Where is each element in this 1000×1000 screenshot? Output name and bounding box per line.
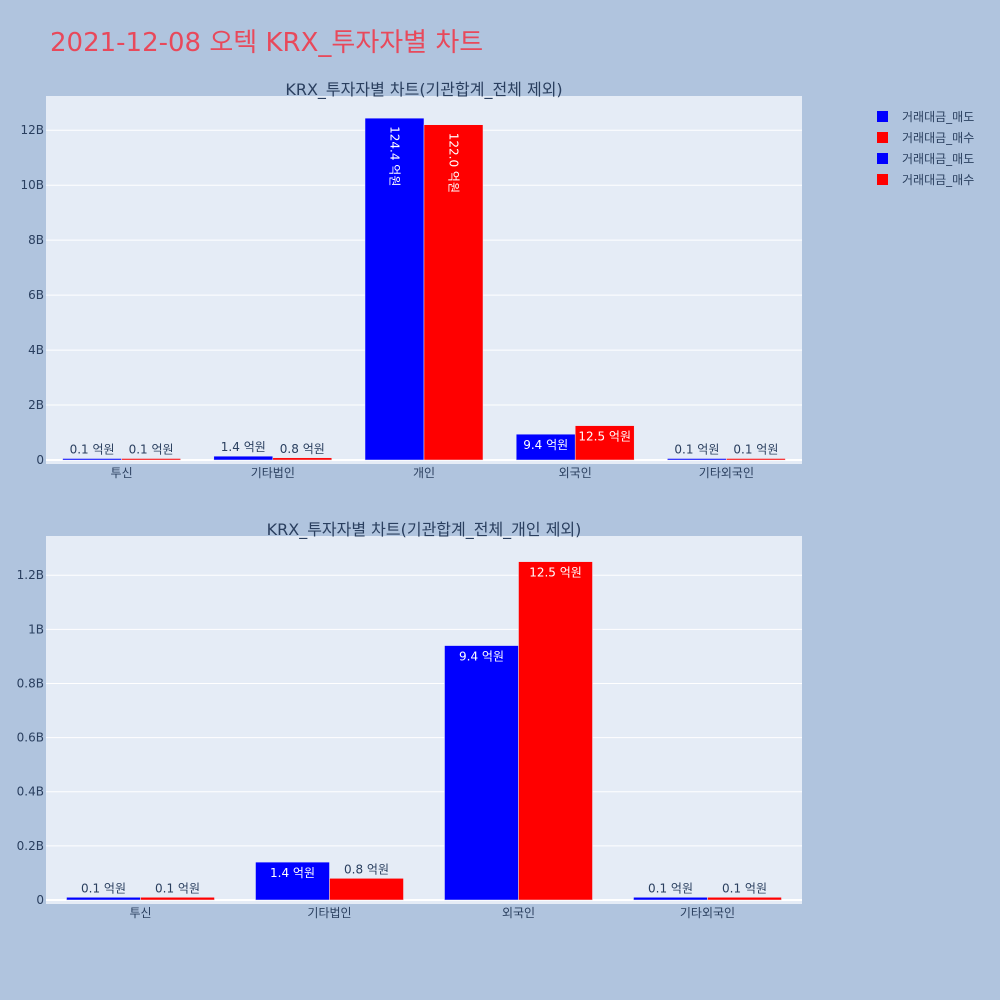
data-label: 0.1 억원 — [733, 443, 778, 457]
legend-item: 거래대금_매도 — [902, 110, 974, 124]
y-tick-label: 0.8B — [17, 676, 44, 690]
y-tick-label: 6B — [28, 288, 44, 302]
legend-swatch — [877, 132, 888, 143]
bar — [574, 425, 635, 461]
bar — [272, 457, 333, 461]
data-label: 0.1 억원 — [674, 443, 719, 457]
legend-item: 거래대금_매도 — [902, 152, 974, 166]
bar — [707, 897, 782, 901]
page-title: 2021-12-08 오텍 KRX_투자자별 차트 — [50, 28, 484, 58]
bar — [255, 861, 330, 901]
data-label: 0.8 억원 — [280, 442, 325, 456]
bar — [726, 458, 786, 461]
data-label: 122.0 억원 — [447, 133, 461, 193]
bar — [121, 458, 181, 461]
bar — [66, 897, 141, 901]
data-label: 0.1 억원 — [722, 881, 767, 895]
y-tick-label: 0 — [36, 453, 44, 467]
x-tick-label: 투신 — [129, 906, 151, 920]
x-tick-label: 기타법인 — [307, 906, 351, 920]
y-tick-label: 1.2B — [17, 568, 44, 582]
x-tick-label: 기타외국인 — [699, 466, 754, 480]
y-tick-label: 0.2B — [17, 839, 44, 853]
legend-swatch — [877, 111, 888, 122]
legend-swatch — [877, 153, 888, 164]
x-tick-label: 외국인 — [502, 906, 535, 920]
legend-item: 거래대금_매수 — [902, 173, 974, 187]
bar — [213, 455, 274, 461]
y-tick-label: 1B — [28, 622, 44, 636]
data-label: 12.5 억원 — [578, 430, 631, 444]
bar — [633, 897, 708, 901]
data-label: 0.1 억원 — [648, 881, 693, 895]
x-tick-label: 기타외국인 — [680, 906, 735, 920]
y-tick-label: 0.6B — [17, 731, 44, 745]
y-tick-label: 4B — [28, 343, 44, 357]
y-tick-label: 2B — [28, 398, 44, 412]
y-tick-label: 0.4B — [17, 785, 44, 799]
bar — [62, 458, 122, 461]
data-label: 0.8 억원 — [344, 862, 389, 876]
bar — [329, 878, 404, 901]
data-label: 0.1 억원 — [70, 443, 115, 457]
y-tick-label: 0 — [36, 893, 44, 907]
data-label: 0.1 억원 — [81, 881, 126, 895]
x-tick-label: 개인 — [413, 466, 435, 480]
data-label: 9.4 억원 — [523, 438, 568, 452]
plot-area — [46, 536, 802, 904]
x-tick-label: 기타법인 — [251, 466, 295, 480]
data-label: 0.1 억원 — [155, 881, 200, 895]
data-label: 0.1 억원 — [129, 443, 174, 457]
y-tick-label: 12B — [20, 123, 44, 137]
data-label: 9.4 억원 — [459, 650, 504, 664]
data-label: 124.4 억원 — [388, 126, 402, 186]
bar — [423, 124, 484, 461]
chart-title: KRX_투자자별 차트(기관합계_전체 제외) — [285, 80, 562, 100]
bar — [444, 645, 519, 901]
y-tick-label: 8B — [28, 233, 44, 247]
data-label: 1.4 억원 — [221, 440, 266, 454]
data-label: 1.4 억원 — [270, 866, 315, 880]
bar — [667, 458, 727, 461]
data-label: 12.5 억원 — [529, 566, 582, 580]
y-tick-label: 10B — [20, 178, 44, 192]
bar — [140, 897, 215, 901]
bar — [518, 561, 593, 901]
x-tick-label: 투신 — [111, 466, 133, 480]
legend-item: 거래대금_매수 — [902, 131, 974, 145]
x-tick-label: 외국인 — [559, 466, 592, 480]
legend-swatch — [877, 174, 888, 185]
bar — [364, 117, 425, 461]
bar — [515, 433, 576, 461]
chart-title: KRX_투자자별 차트(기관합계_전체_개인 제외) — [267, 520, 582, 540]
